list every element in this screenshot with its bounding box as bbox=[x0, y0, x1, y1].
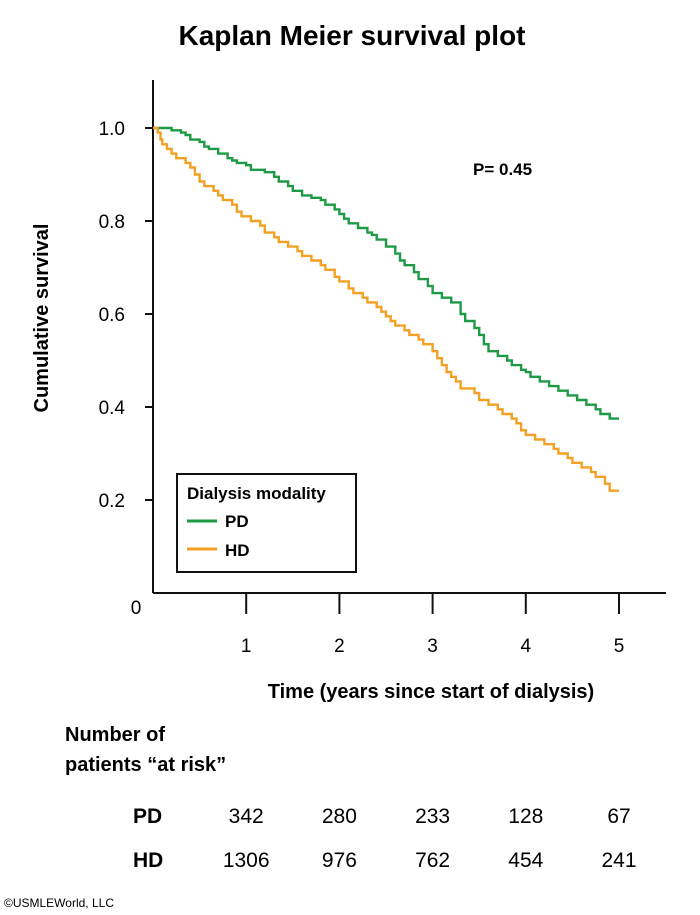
risk-table: Number of patients “at risk” PD 342 280 233… bbox=[65, 724, 637, 872]
y-tick-label-1: 0.4 bbox=[99, 398, 126, 419]
risk-table-heading-line2: patients “at risk” bbox=[65, 754, 226, 776]
x-tick-label-3: 4 bbox=[521, 636, 532, 657]
survival-curve-pd bbox=[153, 126, 619, 420]
legend-title: Dialysis modality bbox=[187, 484, 326, 503]
x-tick-label-4: 5 bbox=[614, 636, 625, 657]
p-value-annotation: P= 0.45 bbox=[473, 160, 532, 179]
risk-value-hd-4: 454 bbox=[508, 849, 543, 872]
legend-label-hd: HD bbox=[225, 541, 250, 560]
risk-row-label-hd: HD bbox=[133, 849, 163, 872]
risk-table-heading-line1: Number of bbox=[65, 724, 165, 746]
x-tick-label-2: 3 bbox=[427, 636, 438, 657]
risk-value-pd-1: 342 bbox=[229, 805, 264, 828]
risk-value-pd-5: 67 bbox=[607, 805, 630, 828]
legend: Dialysis modality PD HD bbox=[176, 473, 357, 573]
y-tick-label-4: 1.0 bbox=[99, 119, 125, 140]
y-axis-title: Cumulative survival bbox=[31, 224, 53, 413]
origin-label: 0 bbox=[131, 598, 142, 619]
x-tick-label-0: 1 bbox=[241, 636, 252, 657]
risk-table-rows: PD 342 280 233 128 67 HD 1306 976 762 454 241 bbox=[133, 805, 637, 872]
legend-box bbox=[176, 473, 357, 573]
x-axis-title: Time (years since start of dialysis) bbox=[268, 681, 594, 703]
risk-value-pd-3: 233 bbox=[415, 805, 450, 828]
risk-row-label-pd: PD bbox=[133, 805, 162, 828]
legend-label-pd: PD bbox=[225, 512, 249, 531]
risk-value-pd-2: 280 bbox=[322, 805, 357, 828]
risk-value-pd-4: 128 bbox=[508, 805, 543, 828]
x-tick-label-1: 2 bbox=[334, 636, 345, 657]
copyright-notice: ©USMLEWorld, LLC bbox=[4, 896, 114, 910]
risk-value-hd-3: 762 bbox=[415, 849, 450, 872]
risk-value-hd-1: 1306 bbox=[223, 849, 270, 872]
y-tick-label-0: 0.2 bbox=[99, 491, 125, 512]
plot-area: 0.2 0.4 0.6 0.8 1.0 1 2 3 4 5 bbox=[99, 80, 666, 657]
risk-value-hd-2: 976 bbox=[322, 849, 357, 872]
y-tick-label-3: 0.8 bbox=[99, 212, 125, 233]
risk-value-hd-5: 241 bbox=[601, 849, 636, 872]
chart-title: Kaplan Meier survival plot bbox=[179, 20, 526, 51]
y-tick-label-2: 0.6 bbox=[99, 305, 125, 326]
survival-curve-hd bbox=[153, 126, 619, 492]
